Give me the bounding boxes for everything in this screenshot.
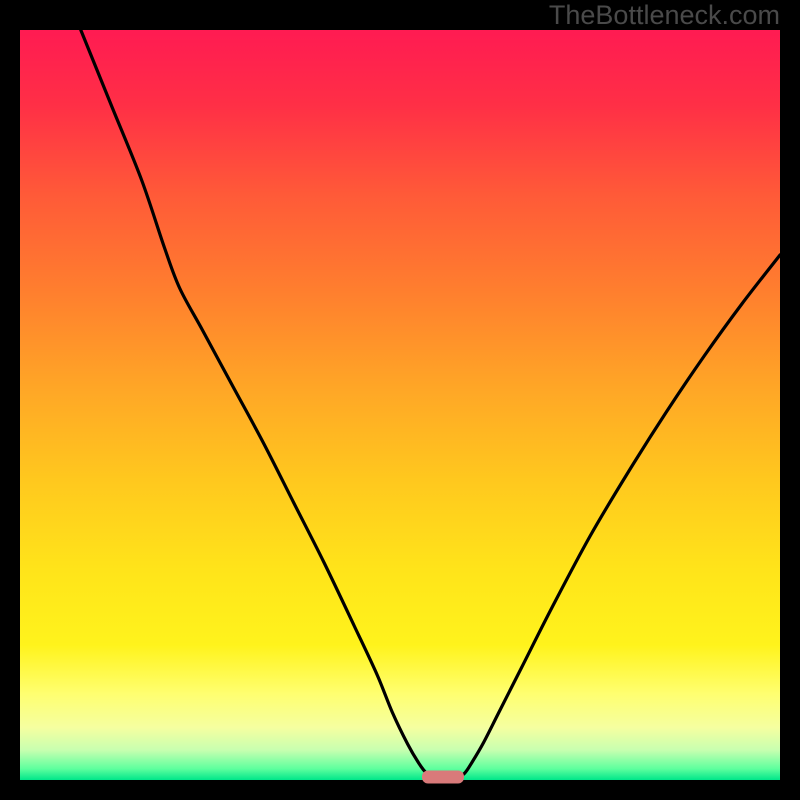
chart-root: TheBottleneck.com <box>0 0 800 800</box>
watermark-text: TheBottleneck.com <box>549 0 780 31</box>
bottleneck-curve <box>81 30 780 778</box>
curve-layer <box>20 30 780 780</box>
min-point-marker <box>422 771 464 784</box>
plot-area <box>20 30 780 780</box>
